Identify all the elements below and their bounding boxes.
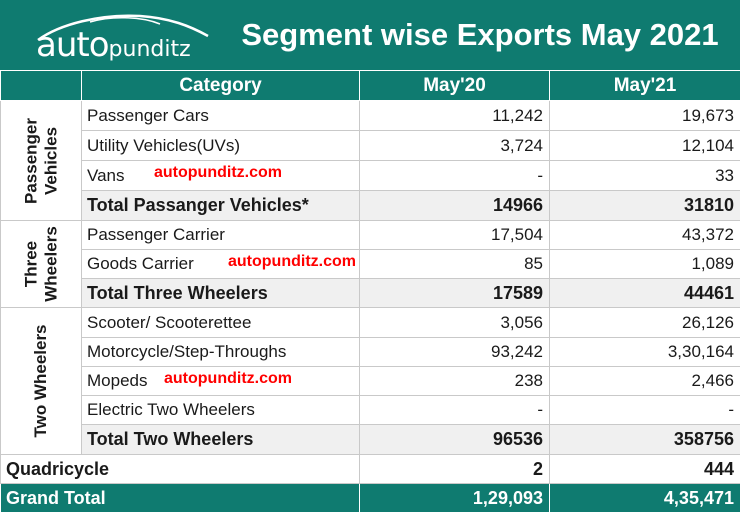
row-label: Mopeds [87,371,148,390]
page-title: Segment wise Exports May 2021 [241,17,719,52]
value-may20: 3,056 [359,307,550,338]
row-label: Utility Vehicles(UVs) [81,130,360,161]
logo-punditz-text: punditz [108,37,191,62]
quadricycle-may20: 2 [359,454,550,484]
quadricycle-label: Quadricycle [0,454,360,484]
row-label: Passenger Cars [81,100,360,131]
row-label-with-watermark: Goods Carrier autopunditz.com [81,249,360,279]
group-label-two-wheelers: Two Wheelers [0,307,82,455]
value-may20: - [359,160,550,191]
watermark-text: autopunditz.com [164,370,292,387]
header-may20: May'20 [359,70,550,101]
value-may21: 2,466 [549,366,740,396]
watermark-text: autopunditz.com [154,164,282,181]
total-label: Total Passanger Vehicles* [81,190,360,221]
value-may21: 1,089 [549,249,740,279]
total-may20: 17589 [359,278,550,308]
total-may21: 44461 [549,278,740,308]
value-may20: - [359,395,550,425]
group-label-passenger-vehicles: Passenger Vehicles [0,100,82,221]
header-category: Category [81,70,360,101]
car-silhouette-icon [37,14,209,42]
row-label: Electric Two Wheelers [81,395,360,425]
row-label: Goods Carrier [87,254,194,273]
logo-auto-text: auto [36,25,110,65]
value-may20: 93,242 [359,337,550,367]
autopunditz-logo: autopunditz [30,10,220,64]
value-may21: 43,372 [549,220,740,250]
header-may21: May'21 [549,70,740,101]
watermark-text: autopunditz.com [228,253,356,270]
row-label: Motorcycle/Step-Throughs [81,337,360,367]
value-may21: 3,30,164 [549,337,740,367]
exports-table: Category May'20 May'21 Passenger Vehicles… [0,70,740,513]
total-may20: 14966 [359,190,550,221]
grand-total-may20: 1,29,093 [359,483,550,513]
value-may21: 19,673 [549,100,740,131]
total-may21: 358756 [549,424,740,455]
value-may21: 33 [549,160,740,191]
total-label: Total Two Wheelers [81,424,360,455]
row-label-with-watermark: Vans autopunditz.com [81,160,360,191]
value-may20: 3,724 [359,130,550,161]
grand-total-may21: 4,35,471 [549,483,740,513]
row-label: Vans [87,165,125,185]
quadricycle-may21: 444 [549,454,740,484]
header-blank [0,70,82,101]
title-banner: autopunditz Segment wise Exports May 202… [0,0,740,70]
row-label: Passenger Carrier [81,220,360,250]
row-label: Scooter/ Scooterettee [81,307,360,338]
grand-total-label: Grand Total [0,483,360,513]
row-label-with-watermark: Mopeds autopunditz.com [81,366,360,396]
total-may20: 96536 [359,424,550,455]
value-may20: 238 [359,366,550,396]
value-may21: - [549,395,740,425]
value-may21: 12,104 [549,130,740,161]
value-may20: 85 [359,249,550,279]
total-label: Total Three Wheelers [81,278,360,308]
value-may20: 17,504 [359,220,550,250]
total-may21: 31810 [549,190,740,221]
value-may21: 26,126 [549,307,740,338]
group-label-three-wheelers: Three Wheelers [0,220,82,308]
value-may20: 11,242 [359,100,550,131]
